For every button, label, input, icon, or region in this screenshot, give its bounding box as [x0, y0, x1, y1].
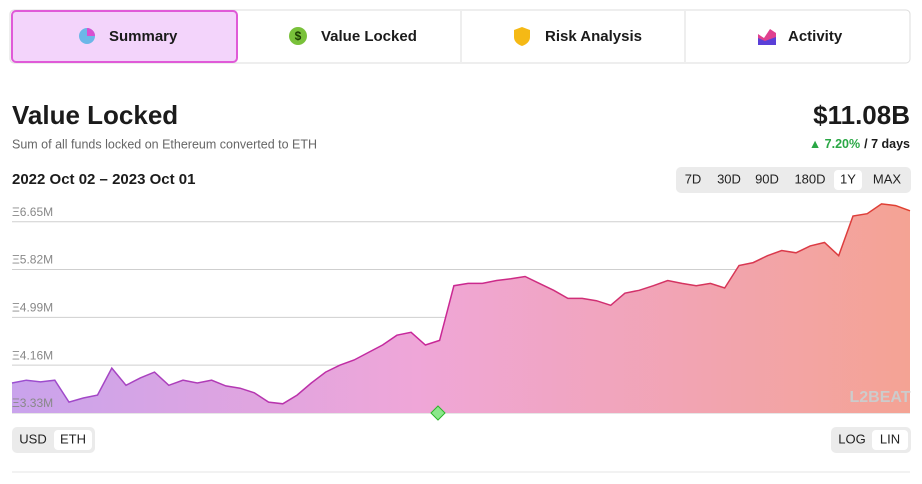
- title: Value Locked: [12, 100, 178, 130]
- area: [12, 203, 910, 413]
- change-arrow: ▲: [809, 137, 825, 151]
- tab[interactable]: Value Locked: [321, 28, 417, 45]
- tab-icon: $: [295, 29, 302, 43]
- tab-icon: [87, 28, 95, 36]
- y-tick-label: Ξ4.16M: [12, 348, 53, 362]
- range-button[interactable]: 30D: [717, 171, 741, 186]
- range-button[interactable]: 90D: [755, 171, 779, 186]
- unit-button[interactable]: ETH: [60, 431, 86, 446]
- y-tick-label: Ξ4.99M: [12, 301, 53, 315]
- period: / 7 days: [864, 137, 910, 151]
- tab[interactable]: Risk Analysis: [545, 28, 642, 45]
- range-button[interactable]: MAX: [873, 171, 902, 186]
- range-label: 2022 Oct 02 – 2023 Oct 01: [12, 171, 195, 188]
- button-active: [834, 170, 862, 190]
- range-button[interactable]: 1Y: [840, 171, 856, 186]
- button-active: [54, 430, 92, 450]
- range-button[interactable]: 180D: [794, 171, 825, 186]
- y-tick-label: Ξ3.33M: [12, 396, 53, 410]
- plot: Ξ3.33M Ξ4.16M Ξ4.99M Ξ5.82M Ξ6.65M: [11, 203, 911, 414]
- tab-active[interactable]: [11, 10, 238, 63]
- event-marker[interactable]: [430, 405, 446, 421]
- tab[interactable]: Activity: [788, 28, 843, 45]
- tab-icon: [758, 37, 776, 45]
- scale-button[interactable]: LIN: [880, 431, 900, 446]
- y-tick-label: Ξ6.65M: [12, 205, 53, 219]
- change-line: ▲ 7.20% / 7 days: [809, 137, 910, 151]
- button-active: [872, 430, 908, 450]
- y-tick-label: Ξ5.82M: [12, 253, 53, 267]
- unit-button[interactable]: USD: [19, 431, 46, 446]
- scale-button[interactable]: LOG: [838, 431, 865, 446]
- subtitle: Sum of all funds locked on Ethereum conv…: [12, 137, 317, 151]
- watermark: L2BEAT: [849, 389, 910, 406]
- range-button[interactable]: 7D: [685, 171, 702, 186]
- tab-icon: [289, 27, 307, 45]
- line: [11, 203, 911, 405]
- change: 7.20%: [825, 137, 860, 151]
- tab[interactable]: Summary: [109, 28, 178, 45]
- total: $11.08B: [813, 100, 910, 130]
- tab-icon: [514, 27, 530, 46]
